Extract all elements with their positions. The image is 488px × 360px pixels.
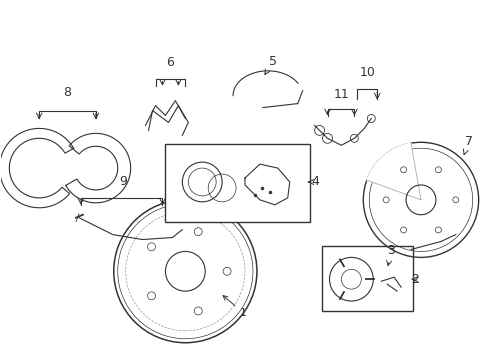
Text: 2: 2 bbox=[410, 273, 418, 286]
Text: 3: 3 bbox=[386, 244, 394, 266]
Text: 11: 11 bbox=[333, 87, 348, 100]
Bar bbox=[321, 247, 412, 311]
Text: 5: 5 bbox=[264, 55, 276, 75]
Text: 6: 6 bbox=[166, 56, 174, 69]
Wedge shape bbox=[366, 143, 420, 200]
Bar bbox=[165, 144, 309, 222]
Text: 8: 8 bbox=[63, 86, 71, 99]
Text: 1: 1 bbox=[223, 296, 246, 318]
Text: 7: 7 bbox=[463, 135, 472, 154]
Text: 10: 10 bbox=[359, 66, 374, 79]
Text: 9: 9 bbox=[119, 175, 126, 188]
Text: 4: 4 bbox=[308, 175, 319, 189]
